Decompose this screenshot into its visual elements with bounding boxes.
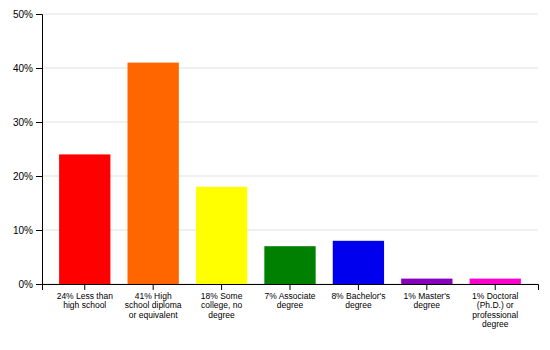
tick: 18% Somecollege, nodegree (201, 284, 243, 320)
x-axis: 24% Less thanhigh school 41% Highschool d… (43, 284, 539, 329)
tick-label: 24% Less thanhigh school (57, 291, 114, 310)
tick-label: 41% Highschool diplomaor equivalent (125, 291, 182, 320)
grid-line (42, 68, 538, 69)
axis-line (43, 285, 539, 291)
tick-label-line: or equivalent (129, 310, 178, 320)
tick-label: 8% Bachelor'sdegree (331, 291, 385, 310)
tick-label-line: degree (208, 310, 235, 320)
tick-label-line: degree (277, 300, 304, 310)
plot: 0% 10% 20% 30% 40% 50% 24% Less thanhigh schoo… (13, 9, 539, 329)
tick-label: 1% Doctoral(Ph.D.) orprofessionaldegree (472, 291, 518, 329)
tick-mark (426, 284, 427, 290)
grid-line (42, 14, 538, 15)
tick: 10% (13, 225, 42, 236)
tick-label: 50% (13, 9, 33, 20)
tick: 1% Master'sdegree (404, 284, 451, 310)
tick: 40% (13, 63, 42, 74)
tick-mark (36, 230, 42, 231)
tick-mark (36, 14, 42, 15)
bar (128, 63, 179, 284)
grid-line (42, 176, 538, 177)
y-axis: 0% 10% 20% 30% 40% 50% (13, 9, 43, 290)
bar (333, 241, 384, 284)
bar (59, 154, 110, 284)
tick-mark (153, 284, 154, 290)
tick-mark (36, 284, 42, 285)
grid-line (42, 230, 538, 231)
bar (264, 246, 315, 284)
tick-label: 18% Somecollege, nodegree (201, 291, 243, 320)
grid (42, 14, 538, 284)
tick-mark (358, 284, 359, 290)
tick-mark (36, 176, 42, 177)
tick: 0% (19, 279, 42, 290)
axis-line (36, 15, 43, 285)
tick: 20% (13, 171, 42, 182)
tick-label: 40% (13, 63, 33, 74)
tick: 41% Highschool diplomaor equivalent (125, 284, 182, 320)
tick-label: 0% (19, 279, 34, 290)
tick-mark (84, 284, 85, 290)
grid-line (42, 122, 538, 123)
tick: 1% Doctoral(Ph.D.) orprofessionaldegree (472, 284, 518, 329)
tick-label-line: degree (482, 319, 509, 329)
tick-mark (36, 68, 42, 69)
chart: 0% 10% 20% 30% 40% 50% 24% Less thanhigh schoo… (0, 0, 550, 350)
bar (401, 279, 452, 284)
tick-label: 20% (13, 171, 33, 182)
tick-label-line: degree (414, 300, 441, 310)
tick-mark (221, 284, 222, 290)
tick: 50% (13, 9, 42, 20)
bars (59, 63, 521, 284)
tick-label: 10% (13, 225, 33, 236)
tick-label: 1% Master'sdegree (404, 291, 451, 310)
tick-mark (495, 284, 496, 290)
tick: 7% Associatedegree (264, 284, 315, 310)
tick-label-line: high school (63, 300, 106, 310)
tick-mark (36, 122, 42, 123)
tick: 24% Less thanhigh school (57, 284, 114, 310)
tick: 30% (13, 117, 42, 128)
tick-label: 7% Associatedegree (264, 291, 315, 310)
tick: 8% Bachelor'sdegree (331, 284, 385, 310)
tick-label-line: degree (345, 300, 372, 310)
chart-container: 0% 10% 20% 30% 40% 50% 24% Less thanhigh schoo… (0, 0, 550, 350)
tick-label: 30% (13, 117, 33, 128)
bar (196, 187, 247, 284)
tick-mark (290, 284, 291, 290)
bar (470, 279, 521, 284)
